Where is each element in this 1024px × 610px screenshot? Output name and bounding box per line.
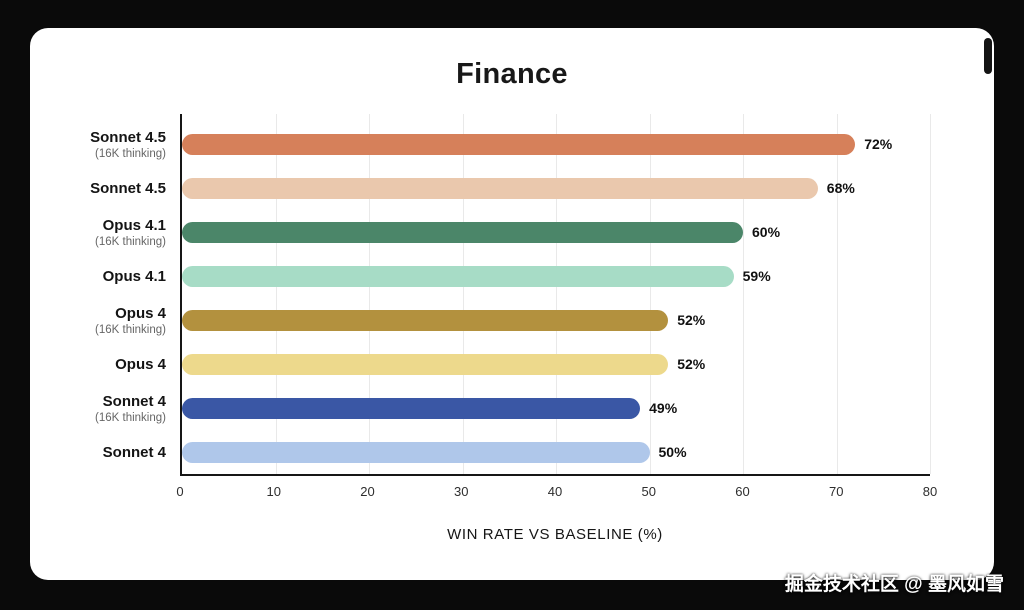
bar [182, 265, 734, 287]
x-tick-label: 50 [641, 484, 656, 499]
bar [182, 177, 818, 199]
plot-area: 72% 68% 60% 59% 52% 52% 49% 50% [180, 114, 931, 476]
category-label-group: Opus 4.1 (16K thinking) [42, 210, 180, 254]
x-tick-label: 20 [360, 484, 375, 499]
labels-column: Sonnet 4.5 (16K thinking) Sonnet 4.5 Opus 4… [42, 114, 180, 476]
gridline [556, 114, 557, 474]
category-label-group: Opus 4 (16K thinking) [42, 298, 180, 342]
category-label: Sonnet 4 [102, 443, 166, 461]
gridline [743, 114, 744, 474]
bar-row: 72% [182, 122, 930, 166]
bar-value-label: 52% [677, 312, 706, 328]
category-label: Sonnet 4 [102, 392, 166, 410]
bar-value-label: 60% [752, 224, 781, 240]
x-tick-label: 60 [735, 484, 750, 499]
category-label-group: Sonnet 4.5 (16K thinking) [42, 122, 180, 166]
category-sublabel: (16K thinking) [95, 147, 166, 160]
bar-row: 49% [182, 386, 930, 430]
category-label-group: Sonnet 4.5 [42, 166, 180, 210]
bar-chart: Sonnet 4.5 (16K thinking) Sonnet 4.5 Opus 4… [42, 114, 931, 476]
x-axis-row: 0 10 20 30 40 50 60 70 80 [42, 476, 937, 502]
category-label: Opus 4 [115, 355, 166, 373]
scrollbar-thumb[interactable] [984, 38, 992, 74]
bar [182, 397, 641, 419]
chart-title: Finance [456, 58, 568, 90]
x-tick-label: 30 [454, 484, 469, 499]
gridline [369, 114, 370, 474]
gridline [275, 114, 277, 474]
bar [182, 133, 856, 155]
watermark: 掘金技术社区 @ 墨风如雪 [784, 574, 1004, 595]
bar-value-label: 50% [658, 444, 687, 460]
gridline [462, 114, 464, 474]
x-axis-ticks: 0 10 20 30 40 50 60 70 80 [176, 476, 937, 502]
bar [182, 309, 669, 331]
gridline [649, 114, 651, 474]
category-label: Opus 4 [115, 304, 166, 322]
x-axis-spacer [42, 476, 180, 502]
bar-value-label: 68% [826, 180, 855, 196]
category-sublabel: (16K thinking) [95, 411, 166, 424]
x-tick-label: 10 [266, 484, 281, 499]
x-axis-label-row: WIN RATE VS BASELINE (%) [42, 526, 930, 543]
category-sublabel: (16K thinking) [95, 235, 166, 248]
bar [182, 353, 669, 375]
bar-row: 52% [182, 342, 930, 386]
category-label: Opus 4.1 [102, 267, 166, 285]
bar-value-label: 49% [649, 400, 678, 416]
gridline [836, 114, 838, 474]
category-label: Sonnet 4.5 [90, 179, 166, 197]
bar-row: 52% [182, 298, 930, 342]
bar-row: 50% [182, 430, 930, 474]
x-axis-spacer [42, 526, 180, 543]
category-label-group: Opus 4.1 [42, 254, 180, 298]
chart-card: Finance Sonnet 4.5 (16K thinking) Sonnet 4… [30, 28, 994, 580]
category-label-group: Opus 4 [42, 342, 180, 386]
bar-value-label: 52% [677, 356, 706, 372]
gridline [930, 114, 931, 474]
bar-value-label: 72% [864, 136, 893, 152]
x-tick-label: 70 [829, 484, 844, 499]
bar [182, 221, 743, 243]
bar-row: 60% [182, 210, 930, 254]
x-axis-label: WIN RATE VS BASELINE (%) [447, 526, 663, 543]
category-label: Sonnet 4.5 [90, 128, 166, 146]
x-tick-label: 80 [922, 484, 938, 499]
x-tick-label: 0 [176, 484, 184, 499]
bar [182, 441, 650, 463]
category-label: Opus 4.1 [102, 216, 166, 234]
category-label-group: Sonnet 4 (16K thinking) [42, 386, 180, 430]
bar-row: 59% [182, 254, 930, 298]
category-sublabel: (16K thinking) [95, 323, 166, 336]
bar-row: 68% [182, 166, 930, 210]
bar-value-label: 59% [742, 268, 771, 284]
category-label-group: Sonnet 4 [42, 430, 180, 474]
x-tick-label: 40 [547, 484, 563, 499]
